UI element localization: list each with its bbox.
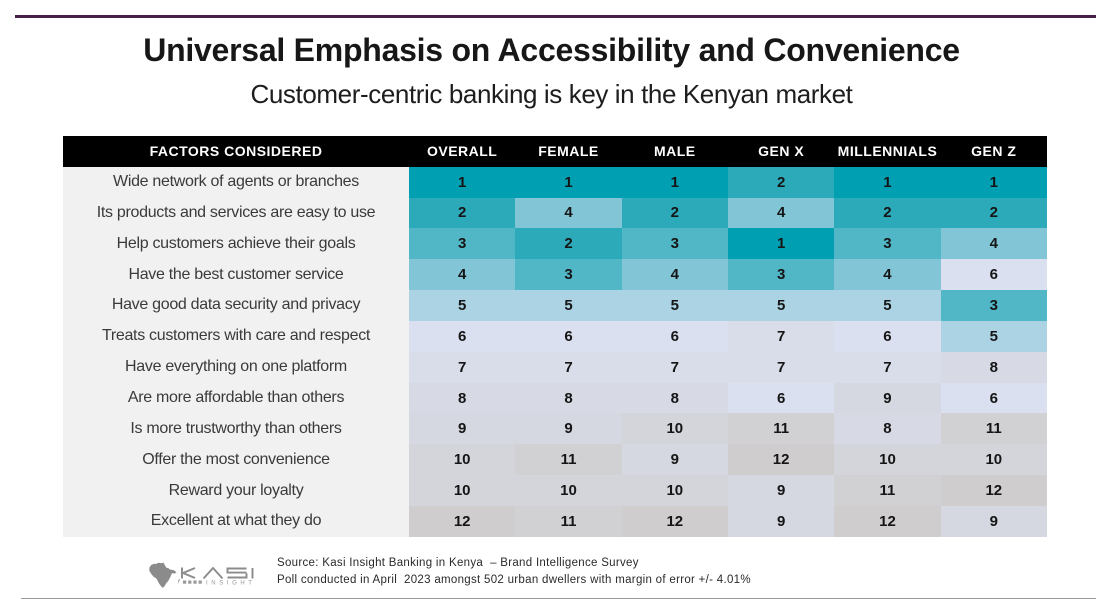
svg-text:INSIGHT: INSIGHT [206, 580, 256, 586]
